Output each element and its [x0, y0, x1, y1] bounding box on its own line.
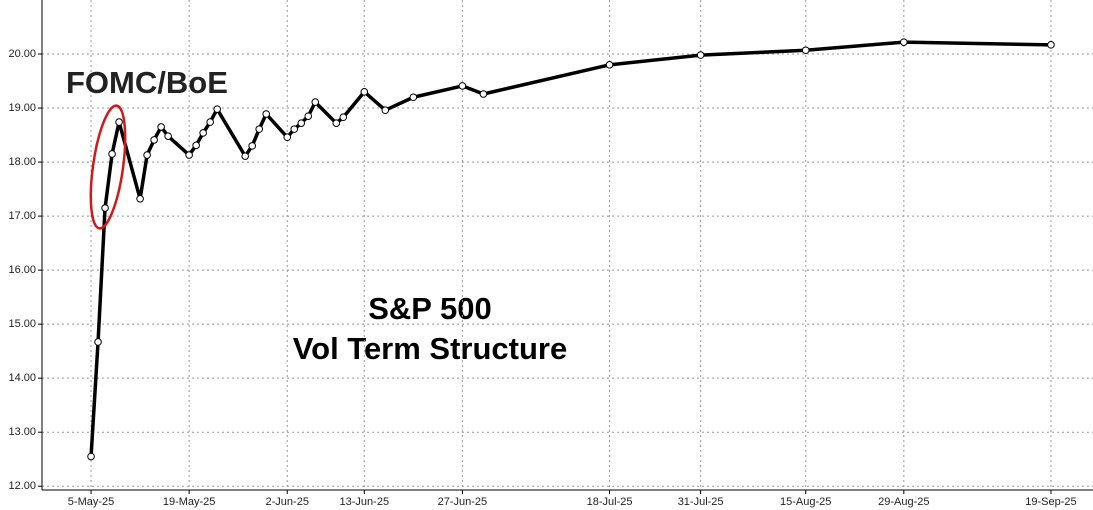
- x-tick-label: 19-May-25: [163, 496, 216, 508]
- point: [381, 106, 390, 115]
- point: [360, 88, 369, 96]
- y-tick-label: 18.00: [8, 156, 36, 168]
- point: [262, 110, 271, 118]
- point: [94, 338, 102, 346]
- x-tick-label: 5-May-25: [68, 496, 114, 508]
- chart-title: S&P 500: [368, 291, 492, 326]
- point: [332, 119, 341, 127]
- point: [136, 195, 144, 203]
- point: [199, 129, 207, 137]
- point: [801, 46, 810, 55]
- point: [248, 142, 256, 150]
- point: [339, 113, 348, 122]
- y-tick-label: 20.00: [8, 48, 36, 60]
- point: [241, 152, 249, 160]
- x-tick-label: 27-Jun-25: [438, 496, 488, 508]
- point: [115, 118, 123, 126]
- point: [164, 132, 172, 140]
- x-tick-label: 15-Aug-25: [780, 496, 831, 508]
- point: [108, 150, 116, 158]
- point: [290, 125, 299, 133]
- y-tick-label: 15.00: [8, 318, 36, 330]
- y-tick-label: 16.00: [8, 264, 36, 276]
- point: [311, 98, 320, 106]
- point: [458, 82, 467, 90]
- y-tick-label: 14.00: [8, 372, 36, 384]
- point: [605, 61, 614, 69]
- point: [192, 141, 200, 150]
- point: [87, 452, 95, 461]
- y-tick-label: 12.00: [8, 480, 36, 492]
- point: [206, 118, 214, 126]
- x-tick-label: 31-Jul-25: [678, 496, 724, 508]
- point: [283, 133, 292, 142]
- point: [900, 38, 908, 46]
- point: [143, 151, 151, 159]
- point: [304, 112, 313, 120]
- point: [213, 105, 221, 113]
- point: [297, 119, 306, 127]
- line: [89, 40, 1051, 457]
- point: [150, 136, 158, 144]
- point: [255, 125, 264, 133]
- annotation: FOMC/BoE: [66, 65, 228, 100]
- y-tick-label: 17.00: [8, 210, 36, 222]
- point: [1047, 41, 1055, 49]
- point: [409, 93, 418, 102]
- y-tick-label: 13.00: [8, 426, 36, 438]
- point: [185, 151, 193, 159]
- x-tick-label: 19-Sep-25: [1025, 496, 1076, 508]
- x-tick-label: 2-Jun-25: [266, 496, 309, 508]
- x-tick-label: 13-Jun-25: [340, 496, 390, 508]
- x-tick-label: 18-Jul-25: [587, 496, 633, 508]
- chart-subtitle: Vol Term Structure: [293, 331, 567, 366]
- x-tick-label: 29-Aug-25: [878, 496, 929, 508]
- point: [157, 123, 165, 131]
- annotation-ellipse: [89, 104, 127, 230]
- y-tick-label: 19.00: [8, 102, 36, 114]
- point: [696, 51, 705, 59]
- point: [479, 90, 488, 98]
- point: [101, 204, 109, 212]
